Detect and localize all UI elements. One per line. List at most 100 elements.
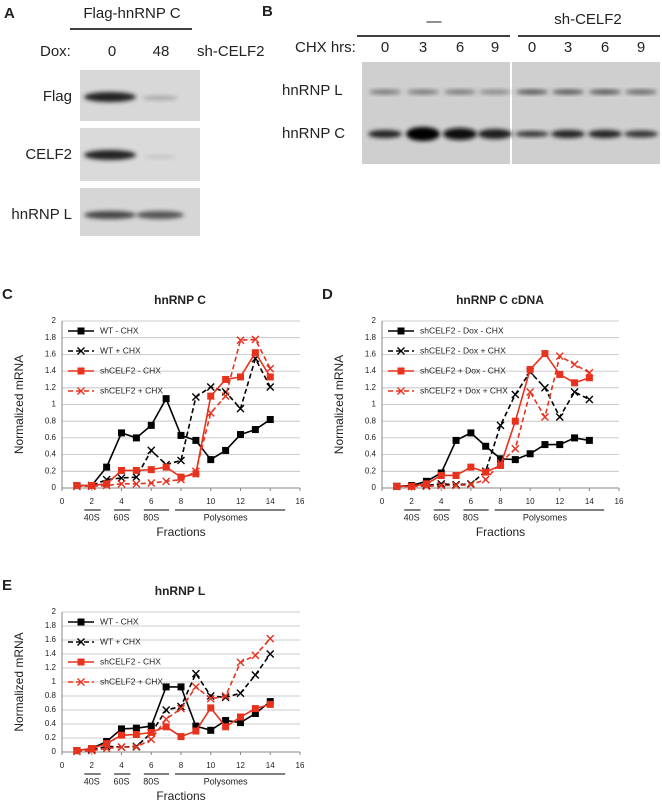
marker <box>162 723 170 731</box>
marker <box>222 446 230 454</box>
marker <box>191 669 200 678</box>
marker <box>191 682 200 691</box>
legend-label: WT - CHX <box>100 616 139 626</box>
panel-letter: D <box>322 286 333 303</box>
marker <box>585 436 593 444</box>
blot-title: Flag-hnRNP C <box>83 5 180 22</box>
x-axis-label: Fractions <box>156 525 205 539</box>
row-label: CELF2 <box>25 146 72 163</box>
marker <box>555 352 564 361</box>
x-tick-label: 0 <box>60 761 65 770</box>
y-tick-label: 0.2 <box>365 466 377 475</box>
band <box>142 95 178 101</box>
marker <box>147 466 155 474</box>
x-tick-label: 14 <box>266 497 275 506</box>
marker <box>132 466 140 474</box>
marker <box>482 468 490 476</box>
marker <box>207 392 215 400</box>
fraction-label: Polysomes <box>523 512 568 522</box>
legend-label: shCELF2 + Dox + CHX <box>420 385 508 395</box>
marker <box>147 446 156 455</box>
marker <box>571 434 579 442</box>
marker <box>132 743 141 752</box>
marker <box>251 426 259 434</box>
marker <box>192 436 200 444</box>
legend-label: shCELF2 - CHX <box>100 656 161 666</box>
marker <box>526 365 534 373</box>
marker <box>570 360 579 369</box>
marker <box>207 704 215 712</box>
y-tick-label: 0.6 <box>365 433 377 442</box>
x-tick-label: 0 <box>60 497 65 506</box>
marker <box>103 740 111 748</box>
x-tick-label: 2 <box>90 761 95 770</box>
marker <box>162 715 171 724</box>
marker <box>511 456 519 464</box>
marker <box>72 747 81 756</box>
row-label: hnRNP C <box>282 125 345 142</box>
legend-marker <box>77 327 85 335</box>
marker <box>177 704 185 713</box>
marker <box>177 456 185 465</box>
marker <box>221 392 230 401</box>
y-tick-label: 1.4 <box>45 649 57 658</box>
legend-label: shCELF2 + Dox - CHX <box>420 365 506 375</box>
fraction-label: 40S <box>84 776 100 786</box>
legend-marker <box>397 387 405 395</box>
marker <box>177 431 185 439</box>
y-tick-label: 0.2 <box>45 466 57 475</box>
fraction-label: Polysomes <box>204 512 249 522</box>
lane-label: 9 <box>637 39 645 56</box>
x-tick-label: 12 <box>555 497 564 506</box>
marker <box>481 475 490 484</box>
band <box>136 211 184 219</box>
legend-label: WT + CHX <box>100 636 141 646</box>
band <box>589 89 621 95</box>
legend-marker <box>77 387 85 395</box>
marker <box>237 373 244 381</box>
marker <box>556 370 564 378</box>
marker <box>266 373 274 381</box>
marker <box>585 368 594 377</box>
x-tick-label: 10 <box>206 497 215 506</box>
y-tick-label: 1 <box>372 400 377 409</box>
marker <box>132 434 140 442</box>
band <box>479 89 511 95</box>
chart-title: hnRNP L <box>155 584 205 598</box>
x-tick-label: 2 <box>90 497 95 506</box>
marker <box>118 429 125 437</box>
marker <box>103 480 111 488</box>
marker <box>422 480 430 488</box>
marker <box>117 743 126 752</box>
marker <box>266 634 275 643</box>
marker <box>585 395 594 404</box>
legend-label: shCELF2 - Dox - CHX <box>420 325 504 335</box>
marker <box>540 413 549 422</box>
marker <box>147 478 156 487</box>
marker <box>482 442 490 450</box>
marker <box>496 421 505 430</box>
y-tick-label: 0.2 <box>45 733 57 742</box>
fraction-label: 80S <box>143 776 159 786</box>
chart-title: hnRNP C <box>154 293 206 307</box>
legend-label: WT + CHX <box>100 345 141 355</box>
marker <box>132 473 141 482</box>
marker <box>206 408 215 417</box>
marker <box>541 350 549 358</box>
sh-label: sh-CELF2 <box>197 43 265 60</box>
marker <box>103 463 111 471</box>
x-axis-label: Fractions <box>476 525 525 539</box>
band <box>84 211 136 219</box>
lane-label: 3 <box>419 39 427 56</box>
marker <box>191 392 200 401</box>
fraction-label: 40S <box>404 512 420 522</box>
y-tick-label: 0 <box>52 483 57 492</box>
marker <box>147 722 155 730</box>
marker <box>221 693 230 702</box>
marker <box>467 463 475 471</box>
marker <box>147 728 155 736</box>
marker <box>422 482 431 491</box>
marker <box>147 421 155 429</box>
marker <box>237 719 244 727</box>
